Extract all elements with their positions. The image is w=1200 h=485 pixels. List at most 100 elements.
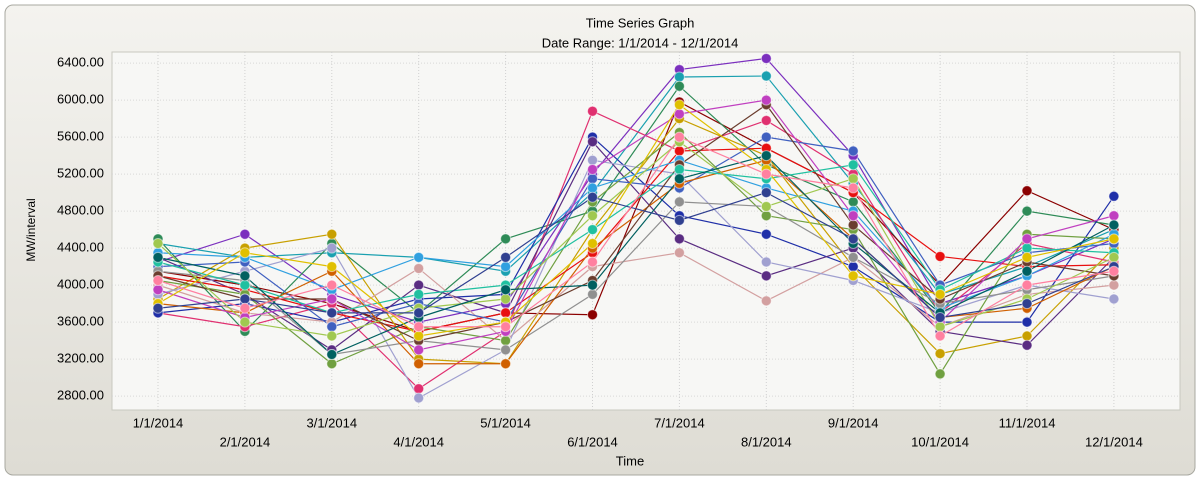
data-point xyxy=(413,383,425,395)
data-point xyxy=(587,256,598,268)
data-point xyxy=(152,284,164,296)
data-point xyxy=(152,302,164,314)
data-point xyxy=(1021,339,1033,351)
y-tick-label: 4000.00 xyxy=(57,277,104,292)
data-point xyxy=(847,219,859,231)
data-point xyxy=(760,228,772,240)
data-point xyxy=(500,307,512,319)
data-point xyxy=(326,321,338,333)
data-point xyxy=(673,214,685,226)
data-point xyxy=(587,309,598,321)
data-point xyxy=(1021,330,1033,342)
data-point xyxy=(413,321,425,333)
data-point xyxy=(587,182,598,194)
y-tick-label: 4400.00 xyxy=(57,240,104,255)
data-point xyxy=(1108,190,1120,202)
series-line xyxy=(157,103,1114,342)
data-point xyxy=(587,279,598,291)
x-tick-label: 12/1/2014 xyxy=(1085,434,1143,449)
data-point xyxy=(847,270,859,282)
data-point xyxy=(847,182,859,194)
x-tick-label: 8/1/2014 xyxy=(741,434,792,449)
data-point xyxy=(934,330,946,342)
data-point xyxy=(673,71,685,83)
series-line xyxy=(157,75,1115,296)
series-line xyxy=(157,136,1114,337)
data-point xyxy=(847,145,859,157)
data-point xyxy=(587,163,598,175)
data-point xyxy=(152,237,164,249)
y-tick-label: 6000.00 xyxy=(57,92,104,107)
chart-subtitle: Date Range: 1/1/2014 - 12/1/2014 xyxy=(542,35,739,50)
y-tick-label: 5200.00 xyxy=(57,166,104,181)
data-point xyxy=(587,288,598,300)
data-point xyxy=(326,330,338,342)
data-point xyxy=(239,228,251,240)
data-point xyxy=(1021,251,1033,263)
data-point xyxy=(239,279,251,291)
data-point xyxy=(413,330,425,342)
data-point xyxy=(239,247,251,259)
y-axis-label: MW/interval xyxy=(24,198,38,261)
data-point xyxy=(1108,293,1120,305)
data-point xyxy=(500,321,512,333)
data-point xyxy=(847,159,859,171)
series-line xyxy=(157,252,1114,342)
data-point xyxy=(847,210,859,222)
series-line xyxy=(157,99,1115,351)
data-point xyxy=(239,270,251,282)
data-point xyxy=(326,358,338,370)
series-line xyxy=(157,159,1115,365)
data-point xyxy=(326,242,338,254)
data-point xyxy=(1108,251,1120,263)
data-point xyxy=(413,279,425,291)
series-line xyxy=(157,131,1114,376)
data-point xyxy=(587,154,598,166)
data-point xyxy=(673,247,685,259)
data-point xyxy=(326,261,338,273)
data-point xyxy=(934,368,946,380)
x-tick-label: 9/1/2014 xyxy=(828,415,879,430)
data-point xyxy=(500,344,512,356)
y-tick-label: 4800.00 xyxy=(57,203,104,218)
x-axis-label: Time xyxy=(616,453,644,468)
data-point xyxy=(239,302,251,314)
y-tick-label: 3600.00 xyxy=(57,314,104,329)
data-point xyxy=(760,150,772,162)
data-point xyxy=(326,307,338,319)
x-tick-label: 2/1/2014 xyxy=(220,434,271,449)
data-point xyxy=(500,335,512,347)
series-line xyxy=(157,147,1114,332)
data-point xyxy=(847,261,859,273)
data-point xyxy=(673,108,685,120)
data-point xyxy=(1021,242,1033,254)
data-point xyxy=(587,173,598,185)
data-point xyxy=(934,311,946,323)
chart-title: Time Series Graph xyxy=(586,15,695,30)
data-point xyxy=(500,233,512,245)
data-point xyxy=(500,284,512,296)
x-tick-label: 11/1/2014 xyxy=(999,415,1056,430)
data-point xyxy=(673,163,685,175)
data-point xyxy=(239,293,251,305)
data-point xyxy=(1021,185,1033,197)
data-point xyxy=(587,105,598,117)
data-point xyxy=(673,80,685,92)
data-point xyxy=(326,228,338,240)
x-tick-label: 6/1/2014 xyxy=(567,434,618,449)
data-point xyxy=(673,99,685,111)
data-point xyxy=(1108,265,1120,277)
data-point xyxy=(1108,210,1120,222)
data-point xyxy=(673,131,685,143)
data-point xyxy=(934,348,946,360)
data-point xyxy=(413,251,425,263)
data-point xyxy=(326,348,338,360)
x-tick-label: 10/1/2014 xyxy=(911,434,969,449)
data-point xyxy=(760,114,772,126)
y-tick-label: 6400.00 xyxy=(57,55,104,70)
data-point xyxy=(760,200,772,212)
data-point xyxy=(500,358,512,370)
data-point xyxy=(587,210,598,222)
